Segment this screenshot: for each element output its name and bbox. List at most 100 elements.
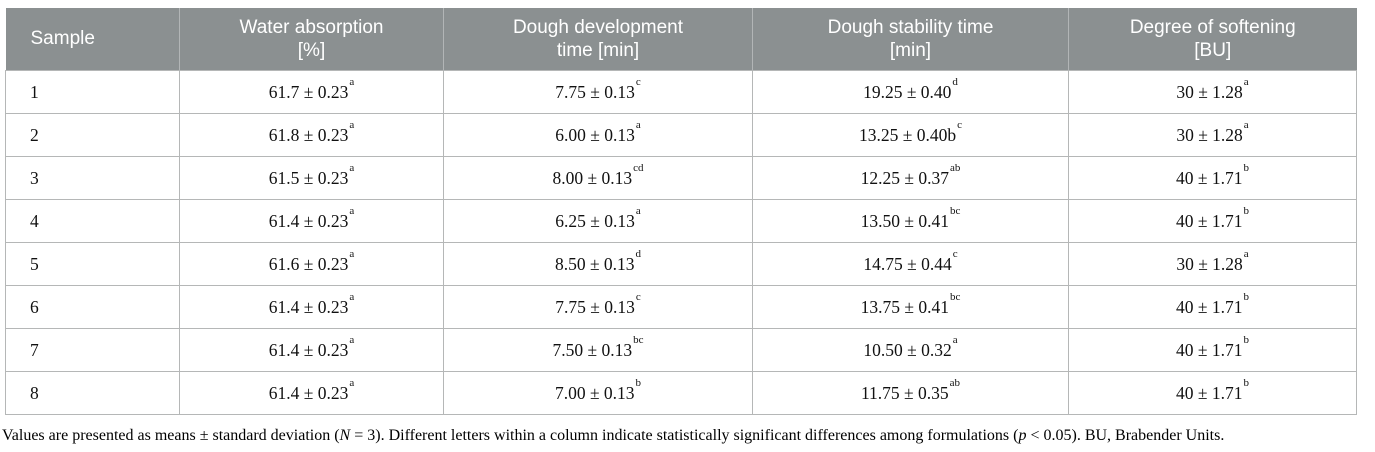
significance-letter: ab	[949, 161, 961, 174]
degree-of-softening-cell: 40 ± 1.71b	[1068, 328, 1357, 372]
development-value: 6.00 ± 0.13	[555, 124, 635, 145]
stability-time-cell: 19.25 ± 0.40d	[752, 70, 1069, 114]
softening-value: 40 ± 1.71	[1176, 210, 1243, 231]
significance-letter: c	[957, 118, 962, 131]
stability-value: 13.75 ± 0.41	[860, 296, 949, 317]
footnote-variable-p: p	[1018, 427, 1027, 444]
water-value: 61.7 ± 0.23	[268, 81, 349, 102]
col-header-softening-line2: [BU]	[1194, 40, 1232, 61]
stability-value: 13.25 ± 0.40b	[859, 124, 957, 145]
significance-letter: bc	[949, 204, 961, 217]
table-row-sample-4: 4 61.4 ± 0.23a 6.25 ± 0.13a 13.50 ± 0.41…	[5, 199, 1357, 243]
water-absorption-cell: 61.7 ± 0.23a	[179, 70, 444, 114]
softening-value: 30 ± 1.28	[1176, 81, 1243, 102]
sample-cell: 3	[5, 156, 180, 200]
softening-value: 40 ± 1.71	[1176, 339, 1243, 360]
softening-value: 40 ± 1.71	[1176, 167, 1243, 188]
sample-cell: 1	[5, 70, 180, 114]
table-body: 1 61.7 ± 0.23a 7.75 ± 0.13c 19.25 ± 0.40…	[5, 70, 1357, 415]
col-header-development-line2: time [min]	[556, 40, 640, 61]
sample-value: 1	[30, 81, 39, 102]
significance-letter: bc	[633, 333, 644, 346]
sample-cell: 6	[5, 285, 180, 329]
stability-time-cell: 14.75 ± 0.44c	[752, 242, 1069, 286]
sample-value: 5	[30, 253, 39, 274]
significance-letter: a	[1243, 247, 1249, 260]
water-value: 61.4 ± 0.23	[268, 382, 349, 403]
significance-letter: d	[635, 247, 642, 260]
significance-letter: c	[635, 75, 641, 88]
significance-letter: a	[349, 161, 355, 174]
stability-value: 12.25 ± 0.37	[860, 167, 949, 188]
sample-cell: 5	[5, 242, 180, 286]
softening-value: 30 ± 1.28	[1176, 124, 1243, 145]
water-value: 61.6 ± 0.23	[268, 253, 349, 274]
col-header-development-line1: Dough development	[512, 16, 684, 38]
col-header-sample-label: Sample	[30, 28, 95, 50]
degree-of-softening-cell: 40 ± 1.71b	[1068, 156, 1357, 200]
water-value: 61.5 ± 0.23	[268, 167, 349, 188]
significance-letter: a	[952, 333, 958, 346]
stability-value: 14.75 ± 0.44	[863, 253, 952, 274]
significance-letter: a	[349, 290, 355, 303]
sample-value: 8	[30, 382, 39, 403]
significance-letter: b	[1243, 204, 1249, 217]
significance-letter: c	[952, 247, 958, 260]
development-time-cell: 6.25 ± 0.13a	[443, 199, 753, 243]
water-value: 61.8 ± 0.23	[268, 124, 349, 145]
col-header-degree-of-softening: Degree of softening [BU]	[1068, 8, 1357, 71]
degree-of-softening-cell: 40 ± 1.71b	[1068, 199, 1357, 243]
degree-of-softening-cell: 30 ± 1.28a	[1068, 242, 1357, 286]
degree-of-softening-cell: 30 ± 1.28a	[1068, 113, 1357, 157]
development-time-cell: 7.75 ± 0.13c	[443, 285, 753, 329]
table-row-sample-6: 6 61.4 ± 0.23a 7.75 ± 0.13c 13.75 ± 0.41…	[5, 285, 1357, 329]
col-header-dough-stability-time: Dough stability time [min]	[752, 8, 1069, 71]
water-value: 61.4 ± 0.23	[268, 296, 349, 317]
significance-letter: a	[349, 204, 355, 217]
significance-letter: b	[1243, 290, 1249, 303]
col-header-dough-development-time: Dough development time [min]	[443, 8, 753, 71]
significance-letter: a	[349, 118, 355, 131]
table-row-sample-5: 5 61.6 ± 0.23 a 8.50 ± 0.13d 14.75 ± 0.44…	[5, 242, 1357, 286]
water-absorption-cell: 61.5 ± 0.23a	[179, 156, 444, 200]
table-row-sample-1: 1 61.7 ± 0.23a 7.75 ± 0.13c 19.25 ± 0.40…	[5, 70, 1357, 114]
sample-value: 3	[30, 167, 39, 188]
sample-cell: 8	[5, 371, 180, 415]
softening-value: 40 ± 1.71	[1176, 382, 1243, 403]
development-value: 7.00 ± 0.13	[554, 382, 635, 403]
stability-time-cell: 11.75 ± 0.35ab	[752, 371, 1069, 415]
development-value: 6.25 ± 0.13	[555, 210, 635, 231]
footnote-text-3: < 0.05). BU, Brabender Units.	[1026, 427, 1225, 444]
stability-value: 10.50 ± 0.32	[863, 339, 952, 360]
softening-value: 40 ± 1.71	[1176, 296, 1243, 317]
col-header-sample: Sample	[5, 8, 180, 71]
col-header-water-line1: Water absorption	[239, 16, 384, 38]
col-header-water-line2: [%]	[297, 40, 326, 61]
significance-letter: a	[1243, 75, 1249, 88]
water-absorption-cell: 61.4 ± 0.23a	[179, 199, 444, 243]
water-value: 61.4 ± 0.23	[268, 210, 349, 231]
significance-letter: b	[635, 376, 642, 389]
water-absorption-cell: 61.8 ± 0.23a	[179, 113, 444, 157]
table-footnote: Values are presented as means ± standard…	[2, 427, 1375, 445]
development-time-cell: 7.75 ± 0.13c	[443, 70, 753, 114]
water-absorption-cell: 61.4 ± 0.23a	[179, 328, 444, 372]
col-header-stability-line1: Dough stability time	[827, 16, 994, 38]
water-absorption-cell: 61.4 ± 0.23a	[179, 371, 444, 415]
degree-of-softening-cell: 30 ± 1.28a	[1068, 70, 1357, 114]
development-time-cell: 7.00 ± 0.13b	[443, 371, 753, 415]
sample-cell: 2	[5, 113, 180, 157]
significance-letter: a	[1243, 118, 1249, 131]
water-value: 61.4 ± 0.23	[268, 339, 349, 360]
header-row: Sample Water absorption [%] Dough develo…	[5, 8, 1357, 71]
significance-letter: ab	[949, 376, 961, 389]
sample-cell: 7	[5, 328, 180, 372]
footnote-text-2: = 3). Different letters within a column …	[350, 427, 1019, 444]
significance-letter: bc	[949, 290, 961, 303]
col-header-softening-line1: Degree of softening	[1129, 16, 1296, 38]
development-value: 8.50 ± 0.13	[554, 253, 635, 274]
significance-letter: a	[635, 204, 641, 217]
development-value: 8.00 ± 0.13	[552, 167, 633, 188]
stability-time-cell: 12.25 ± 0.37ab	[752, 156, 1069, 200]
stability-time-cell: 10.50 ± 0.32a	[752, 328, 1069, 372]
